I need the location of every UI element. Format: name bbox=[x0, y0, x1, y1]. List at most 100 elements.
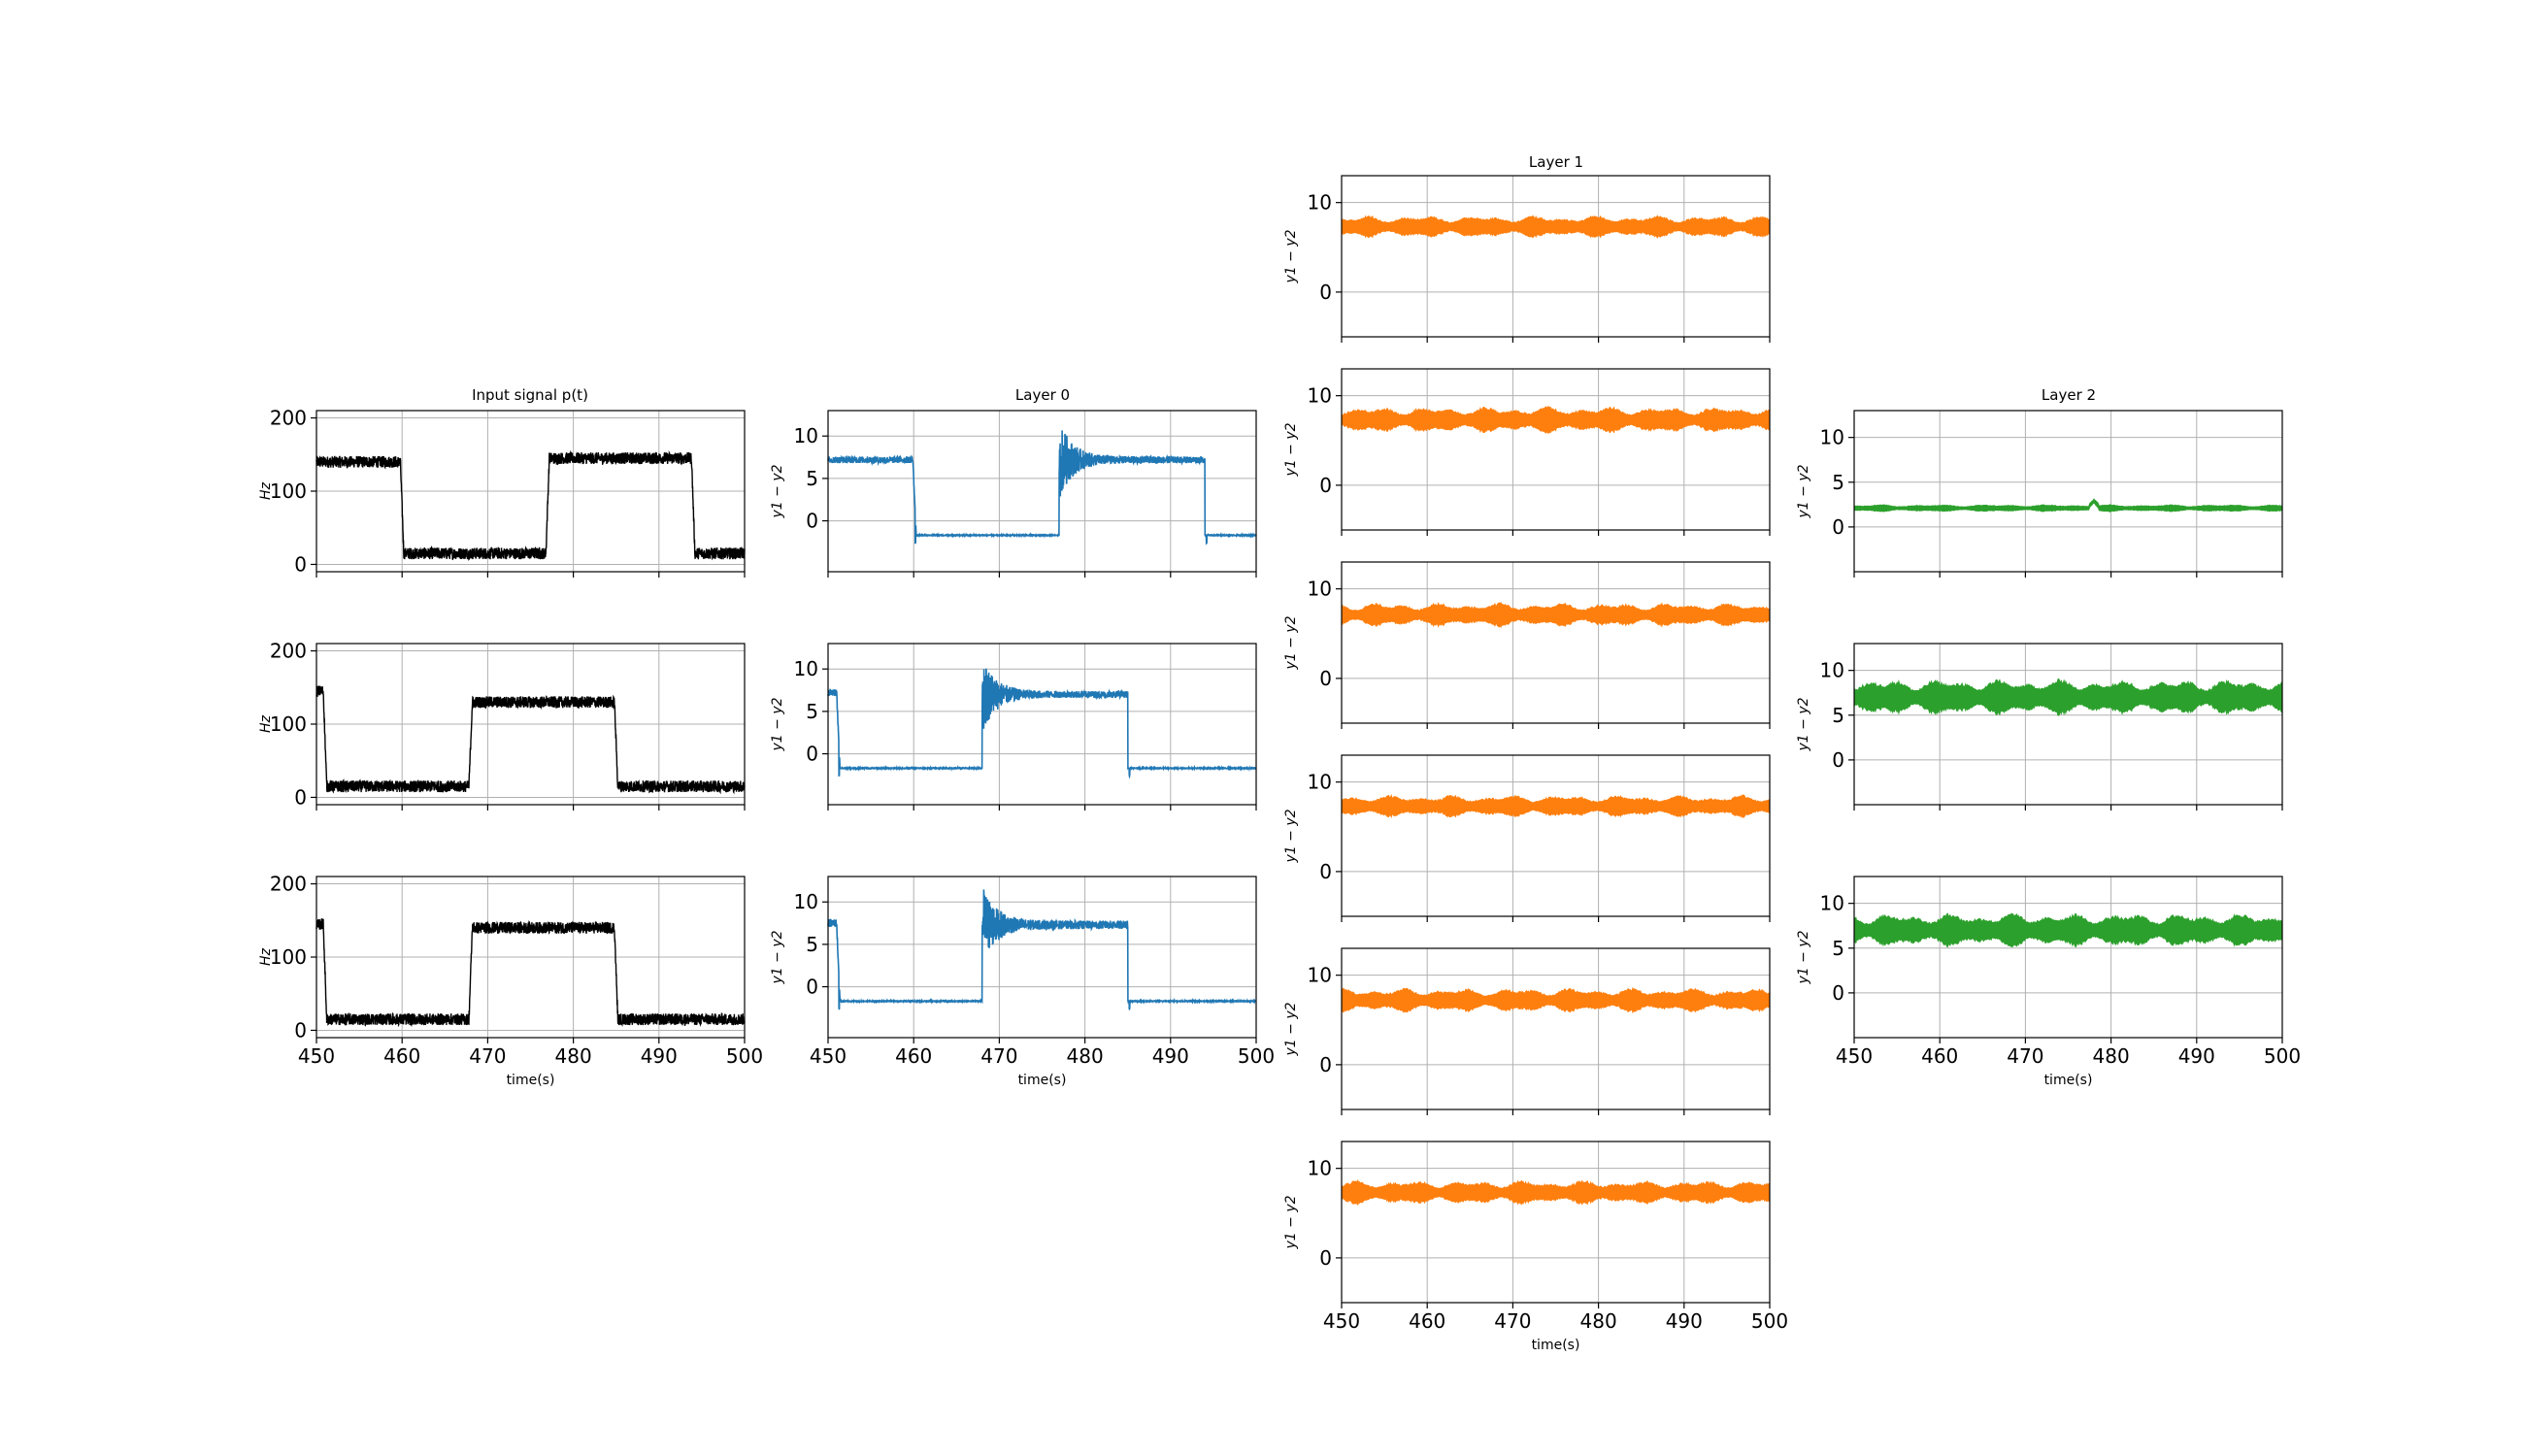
y-axis-label: Hz bbox=[258, 481, 274, 500]
y-tick-label: 10 bbox=[1820, 426, 1844, 449]
layer0-panel-1: 0 5 10 y1 − y2 bbox=[770, 643, 1257, 811]
x-tick-label: 480 bbox=[1580, 1309, 1617, 1333]
layer1-panel-2: 0 10 y1 − y2 bbox=[1283, 561, 1771, 729]
y-tick-label: 0 bbox=[1832, 981, 1844, 1005]
y-tick-label: 200 bbox=[270, 640, 307, 663]
y-tick-label: 10 bbox=[794, 657, 818, 680]
y-tick-label: 0 bbox=[1319, 860, 1332, 883]
x-tick-label: 460 bbox=[1409, 1309, 1445, 1333]
y-tick-label: 100 bbox=[270, 712, 307, 736]
layer0-panel-2: 450 460 470 480 490 500 0 5 10 y1 − y2 time(s) bbox=[770, 876, 1275, 1088]
y-tick-label: 0 bbox=[1319, 281, 1332, 304]
y-tick-label: 200 bbox=[270, 873, 307, 896]
y-tick-label: 10 bbox=[1820, 659, 1844, 682]
y-axis-label: y1 − y2 bbox=[1796, 930, 1811, 984]
x-axis-label: time(s) bbox=[1018, 1073, 1067, 1088]
y-tick-label: 10 bbox=[1308, 1157, 1332, 1180]
x-tick-label: 500 bbox=[1238, 1044, 1275, 1068]
y-axis-label: y1 − y2 bbox=[1283, 1002, 1299, 1056]
title-layer-2: Layer 2 bbox=[2042, 386, 2096, 404]
y-tick-label: 10 bbox=[794, 424, 818, 447]
axes-frame bbox=[1341, 947, 1771, 1110]
y-tick-label: 0 bbox=[806, 976, 818, 999]
x-tick-label: 490 bbox=[1666, 1309, 1703, 1333]
layer1-panel-0: 0 10 y1 − y2 bbox=[1283, 175, 1771, 343]
x-tick-label: 450 bbox=[1836, 1044, 1873, 1068]
x-tick-label: 480 bbox=[1067, 1044, 1104, 1068]
axes-frame bbox=[1341, 368, 1771, 531]
y-tick-label: 5 bbox=[806, 700, 818, 723]
x-axis-label: time(s) bbox=[2044, 1073, 2093, 1088]
x-tick-label: 450 bbox=[298, 1044, 335, 1068]
y-tick-label: 10 bbox=[1308, 964, 1332, 987]
title-layer-0: Layer 0 bbox=[1015, 386, 1070, 404]
y-tick-label: 0 bbox=[806, 510, 818, 533]
x-tick-label: 460 bbox=[1921, 1044, 1958, 1068]
y-axis-label: y1 − y2 bbox=[770, 930, 785, 984]
y-axis-label: y1 − y2 bbox=[1283, 615, 1299, 670]
y-axis-label: y1 − y2 bbox=[770, 464, 785, 518]
x-tick-label: 470 bbox=[469, 1044, 506, 1068]
layer1-panel-5: 450 460 470 480 490 500 0 10 y1 − y2 time(s) bbox=[1283, 1141, 1788, 1353]
x-tick-label: 470 bbox=[980, 1044, 1017, 1068]
y-tick-label: 5 bbox=[806, 467, 818, 490]
y-tick-label: 100 bbox=[270, 480, 307, 503]
y-axis-label: Hz bbox=[258, 714, 274, 733]
y-tick-label: 5 bbox=[1832, 704, 1844, 727]
title-input-signal: Input signal p(t) bbox=[472, 386, 588, 404]
y-tick-label: 0 bbox=[1832, 748, 1844, 772]
title-layer-1: Layer 1 bbox=[1529, 153, 1583, 171]
layer0-panel-0: 0 5 10 y1 − y2 bbox=[770, 410, 1257, 578]
x-tick-label: 460 bbox=[895, 1044, 932, 1068]
x-axis-label: time(s) bbox=[1532, 1338, 1580, 1353]
layer0-series-line-0 bbox=[827, 430, 1257, 546]
y-tick-label: 0 bbox=[1832, 515, 1844, 539]
axes-frame bbox=[1853, 410, 2283, 573]
x-tick-label: 500 bbox=[1751, 1309, 1788, 1333]
x-tick-label: 490 bbox=[1152, 1044, 1189, 1068]
y-axis-label: y1 − y2 bbox=[1283, 422, 1299, 477]
y-tick-label: 10 bbox=[1308, 384, 1332, 408]
axes-frame bbox=[1853, 876, 2283, 1039]
input-series-line-2 bbox=[316, 918, 746, 1028]
x-tick-label: 450 bbox=[810, 1044, 847, 1068]
y-tick-label: 0 bbox=[294, 785, 307, 809]
y-tick-label: 0 bbox=[1319, 474, 1332, 497]
input-series-line-0 bbox=[316, 449, 746, 561]
y-tick-label: 0 bbox=[1319, 1246, 1332, 1270]
layer1-panel-1: 0 10 y1 − y2 bbox=[1283, 368, 1771, 536]
y-tick-label: 10 bbox=[1308, 771, 1332, 794]
x-tick-label: 500 bbox=[2264, 1044, 2301, 1068]
y-axis-label: Hz bbox=[258, 947, 274, 966]
y-axis-label: y1 − y2 bbox=[1283, 809, 1299, 863]
layer0-series-line-2 bbox=[827, 889, 1257, 1011]
y-tick-label: 5 bbox=[1832, 471, 1844, 494]
x-tick-label: 450 bbox=[1323, 1309, 1360, 1333]
y-tick-label: 0 bbox=[1319, 667, 1332, 690]
input-series-line-1 bbox=[316, 685, 746, 795]
axes-frame bbox=[1341, 754, 1771, 917]
y-tick-label: 0 bbox=[806, 743, 818, 766]
x-axis-label: time(s) bbox=[507, 1073, 555, 1088]
x-tick-label: 460 bbox=[383, 1044, 420, 1068]
axes-frame bbox=[1853, 643, 2283, 806]
y-tick-label: 0 bbox=[294, 1018, 307, 1042]
layer2-panel-1: 0 5 10 y1 − y2 bbox=[1796, 643, 2283, 811]
x-tick-label: 500 bbox=[726, 1044, 763, 1068]
x-tick-label: 490 bbox=[641, 1044, 678, 1068]
y-tick-label: 0 bbox=[1319, 1053, 1332, 1076]
axes-frame bbox=[316, 876, 746, 1039]
axes-frame bbox=[827, 643, 1257, 806]
layer1-panel-3: 0 10 y1 − y2 bbox=[1283, 754, 1771, 922]
y-tick-label: 10 bbox=[1308, 191, 1332, 215]
axes-frame bbox=[827, 876, 1257, 1039]
y-tick-label: 5 bbox=[1832, 937, 1844, 960]
y-tick-label: 0 bbox=[294, 552, 307, 576]
y-axis-label: y1 − y2 bbox=[770, 697, 785, 751]
y-axis-label: y1 − y2 bbox=[1796, 464, 1811, 518]
input-panel-2: 450 460 470 480 490 500 0 100 200 Hz time(s) bbox=[258, 873, 763, 1088]
x-tick-label: 490 bbox=[2178, 1044, 2215, 1068]
input-panel-1: 0 100 200 Hz bbox=[258, 640, 746, 811]
